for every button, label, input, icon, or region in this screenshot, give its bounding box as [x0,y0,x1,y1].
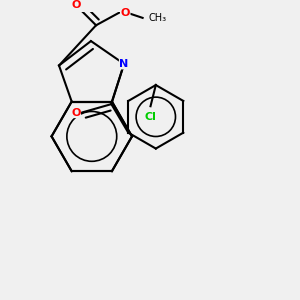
Text: O: O [121,8,130,18]
Text: N: N [119,59,129,69]
Text: O: O [71,108,80,118]
Text: O: O [71,0,80,10]
Text: CH₃: CH₃ [149,13,167,23]
Text: Cl: Cl [145,112,157,122]
